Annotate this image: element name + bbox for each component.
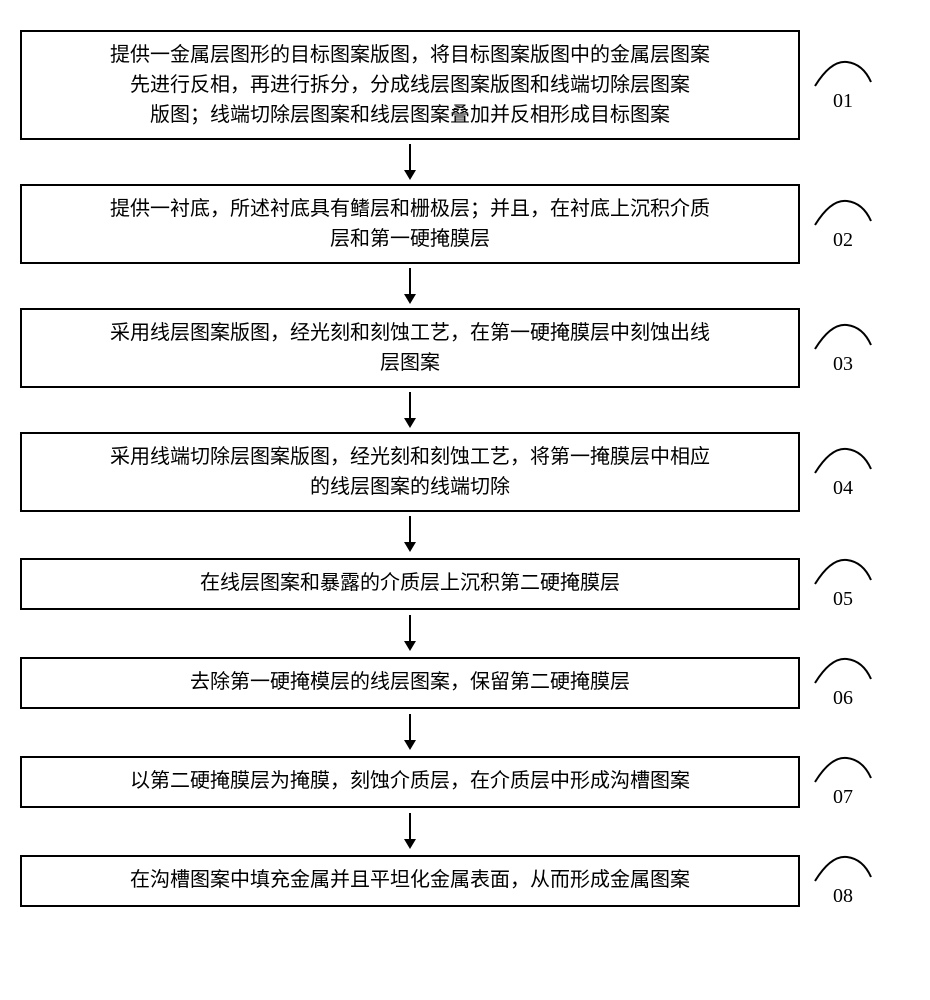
label-connector-curve: [813, 655, 873, 685]
label-connector-curve: [813, 754, 873, 784]
step-box-01: 提供一金属层图形的目标图案版图，将目标图案版图中的金属层图案先进行反相，再进行拆…: [20, 30, 800, 140]
step-label: 02: [833, 229, 853, 252]
step-box-03: 采用线层图案版图，经光刻和刻蚀工艺，在第一硬掩膜层中刻蚀出线层图案: [20, 308, 800, 388]
step-box-02: 提供一衬底，所述衬底具有鳍层和栅极层；并且，在衬底上沉积介质层和第一硬掩膜层: [20, 184, 800, 264]
arrow-down: [400, 516, 420, 552]
step-row: 在线层图案和暴露的介质层上沉积第二硬掩膜层 05: [20, 556, 910, 611]
arrow-down: [400, 714, 420, 750]
arrow-down: [400, 392, 420, 428]
step-row: 在沟槽图案中填充金属并且平坦化金属表面，从而形成金属图案 08: [20, 853, 910, 908]
arrow-down: [400, 813, 420, 849]
step-label-group: 06: [808, 655, 878, 710]
label-connector-curve: [813, 556, 873, 586]
step-label: 05: [833, 588, 853, 611]
process-flowchart: 提供一金属层图形的目标图案版图，将目标图案版图中的金属层图案先进行反相，再进行拆…: [20, 30, 910, 908]
label-connector-curve: [813, 445, 873, 475]
arrow-container: [20, 140, 800, 184]
step-label: 07: [833, 786, 853, 809]
arrow-container: [20, 710, 800, 754]
step-row: 采用线层图案版图，经光刻和刻蚀工艺，在第一硬掩膜层中刻蚀出线层图案 03: [20, 308, 910, 388]
arrow-container: [20, 388, 800, 432]
label-connector-curve: [813, 58, 873, 88]
step-label-group: 07: [808, 754, 878, 809]
step-box-05: 在线层图案和暴露的介质层上沉积第二硬掩膜层: [20, 558, 800, 610]
step-row: 以第二硬掩膜层为掩膜，刻蚀介质层，在介质层中形成沟槽图案 07: [20, 754, 910, 809]
step-row: 采用线端切除层图案版图，经光刻和刻蚀工艺，将第一掩膜层中相应的线层图案的线端切除…: [20, 432, 910, 512]
arrow-container: [20, 611, 800, 655]
step-box-07: 以第二硬掩膜层为掩膜，刻蚀介质层，在介质层中形成沟槽图案: [20, 756, 800, 808]
step-label: 03: [833, 353, 853, 376]
label-connector-curve: [813, 197, 873, 227]
arrow-down: [400, 268, 420, 304]
label-connector-curve: [813, 853, 873, 883]
step-label: 08: [833, 885, 853, 908]
arrow-container: [20, 512, 800, 556]
step-label: 01: [833, 90, 853, 113]
step-label: 04: [833, 477, 853, 500]
arrow-container: [20, 809, 800, 853]
step-label-group: 02: [808, 197, 878, 252]
step-row: 提供一金属层图形的目标图案版图，将目标图案版图中的金属层图案先进行反相，再进行拆…: [20, 30, 910, 140]
step-label-group: 03: [808, 321, 878, 376]
arrow-down: [400, 144, 420, 180]
step-box-04: 采用线端切除层图案版图，经光刻和刻蚀工艺，将第一掩膜层中相应的线层图案的线端切除: [20, 432, 800, 512]
step-label: 06: [833, 687, 853, 710]
label-connector-curve: [813, 321, 873, 351]
step-label-group: 01: [808, 58, 878, 113]
step-label-group: 08: [808, 853, 878, 908]
step-label-group: 04: [808, 445, 878, 500]
step-row: 去除第一硬掩模层的线层图案，保留第二硬掩膜层 06: [20, 655, 910, 710]
step-box-08: 在沟槽图案中填充金属并且平坦化金属表面，从而形成金属图案: [20, 855, 800, 907]
step-row: 提供一衬底，所述衬底具有鳍层和栅极层；并且，在衬底上沉积介质层和第一硬掩膜层 02: [20, 184, 910, 264]
arrow-container: [20, 264, 800, 308]
arrow-down: [400, 615, 420, 651]
step-box-06: 去除第一硬掩模层的线层图案，保留第二硬掩膜层: [20, 657, 800, 709]
step-label-group: 05: [808, 556, 878, 611]
